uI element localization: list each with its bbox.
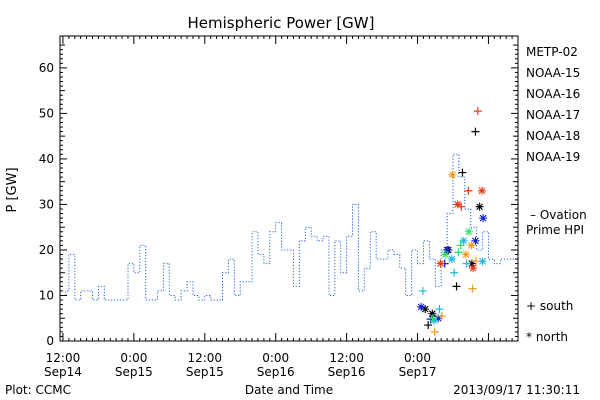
ovation-legend-line1: – Ovation <box>530 208 587 222</box>
x-tick-date-label: Sep16 <box>328 365 366 379</box>
y-axis: 0 10 20 30 40 50 60 <box>39 44 518 348</box>
noaa-16-north-point <box>459 236 468 245</box>
noaa-19-north-point <box>477 186 486 195</box>
noaa-19-south-point <box>473 107 482 116</box>
x-tick-date-label: Sep15 <box>186 365 224 379</box>
series-legend: METP-02 NOAA-15 NOAA-16 NOAA-17 NOAA-18 NOAA-… <box>526 45 580 164</box>
ovation-hpi-line <box>60 153 518 301</box>
noaa-16-south-point <box>435 305 444 314</box>
noaa-17-south-point <box>428 314 437 323</box>
footer-source: Plot: CCMC <box>5 383 71 397</box>
x-tick-date-label: Sep14 <box>44 365 82 379</box>
noaa-18-south-point <box>437 311 446 320</box>
noaa-15-north-point <box>443 245 452 254</box>
noaa-18-south-point <box>472 257 481 266</box>
plot-area <box>60 107 518 336</box>
noaa-16-north-point <box>430 316 439 325</box>
noaa-17-north-point <box>464 227 473 236</box>
x-axis: 12:00Sep140:00Sep1512:00Sep150:00Sep1612… <box>44 36 519 379</box>
legend-noaa-15: NOAA-15 <box>526 66 580 80</box>
legend-noaa-18: NOAA-18 <box>526 129 580 143</box>
y-tick-label: 20 <box>39 243 54 257</box>
chart-title: Hemispheric Power [GW] <box>188 14 375 32</box>
noaa-19-south-point <box>464 186 473 195</box>
y-tick-label: 10 <box>39 288 54 302</box>
noaa-15-north-point <box>434 314 443 323</box>
noaa-18-north-point <box>448 170 457 179</box>
noaa-16-north-point <box>447 255 456 264</box>
x-tick-time-label: 0:00 <box>262 351 289 365</box>
y-tick-label: 40 <box>39 152 54 166</box>
ovation-legend-line2: Prime HPI <box>526 223 584 237</box>
x-tick-time-label: 0:00 <box>404 351 431 365</box>
metp-02-north-point <box>475 202 484 211</box>
x-tick-date-label: Sep16 <box>257 365 295 379</box>
y-axis-label: P [GW] <box>5 167 20 212</box>
x-tick-time-label: 12:00 <box>329 351 364 365</box>
y-tick-label: 50 <box>39 106 54 120</box>
noaa-18-south-point <box>430 327 439 336</box>
noaa-16-south-point <box>450 268 459 277</box>
noaa-19-north-point <box>453 200 462 209</box>
noaa-19-north-point <box>469 264 478 273</box>
noaa-16-north-point <box>478 257 487 266</box>
metp-02-north-point <box>467 259 476 268</box>
noaa-15-north-point <box>417 302 426 311</box>
x-tick-date-label: Sep15 <box>115 365 153 379</box>
north-marker-legend: * north <box>526 330 568 344</box>
noaa-15-north-point <box>479 214 488 223</box>
x-tick-date-label: Sep17 <box>399 365 437 379</box>
metp-02-south-point <box>471 127 480 136</box>
metp-02-south-point <box>424 321 433 330</box>
x-tick-time-label: 12:00 <box>46 351 81 365</box>
south-marker-legend: + south <box>526 299 573 313</box>
footer-timestamp: 2013/09/17 11:30:11 <box>453 383 580 397</box>
noaa-18-north-point <box>467 241 476 250</box>
noaa-16-south-point <box>462 259 471 268</box>
plot-frame <box>59 35 519 342</box>
metp-02-north-point <box>428 309 437 318</box>
metp-02-south-point <box>458 168 467 177</box>
noaa-15-north-point <box>471 236 480 245</box>
x-tick-time-label: 0:00 <box>120 351 147 365</box>
noaa-18-south-point <box>468 284 477 293</box>
noaa-17-north-point <box>441 250 450 259</box>
y-tick-label: 60 <box>39 61 54 75</box>
y-tick-label: 30 <box>39 197 54 211</box>
y-tick-label: 0 <box>46 334 54 348</box>
legend-noaa-16: NOAA-16 <box>526 87 580 101</box>
legend-noaa-17: NOAA-17 <box>526 108 580 122</box>
noaa-17-south-point <box>454 248 463 257</box>
noaa-18-north-point <box>461 250 470 259</box>
x-axis-label: Date and Time <box>245 383 333 397</box>
noaa-19-north-point <box>436 259 445 268</box>
metp-02-north-point <box>421 305 430 314</box>
metp-02-south-point <box>452 282 461 291</box>
x-tick-time-label: 12:00 <box>187 351 222 365</box>
legend-noaa-19: NOAA-19 <box>526 150 580 164</box>
noaa-16-south-point <box>418 286 427 295</box>
legend-metp-02: METP-02 <box>526 45 578 59</box>
noaa-17-south-point <box>456 241 465 250</box>
